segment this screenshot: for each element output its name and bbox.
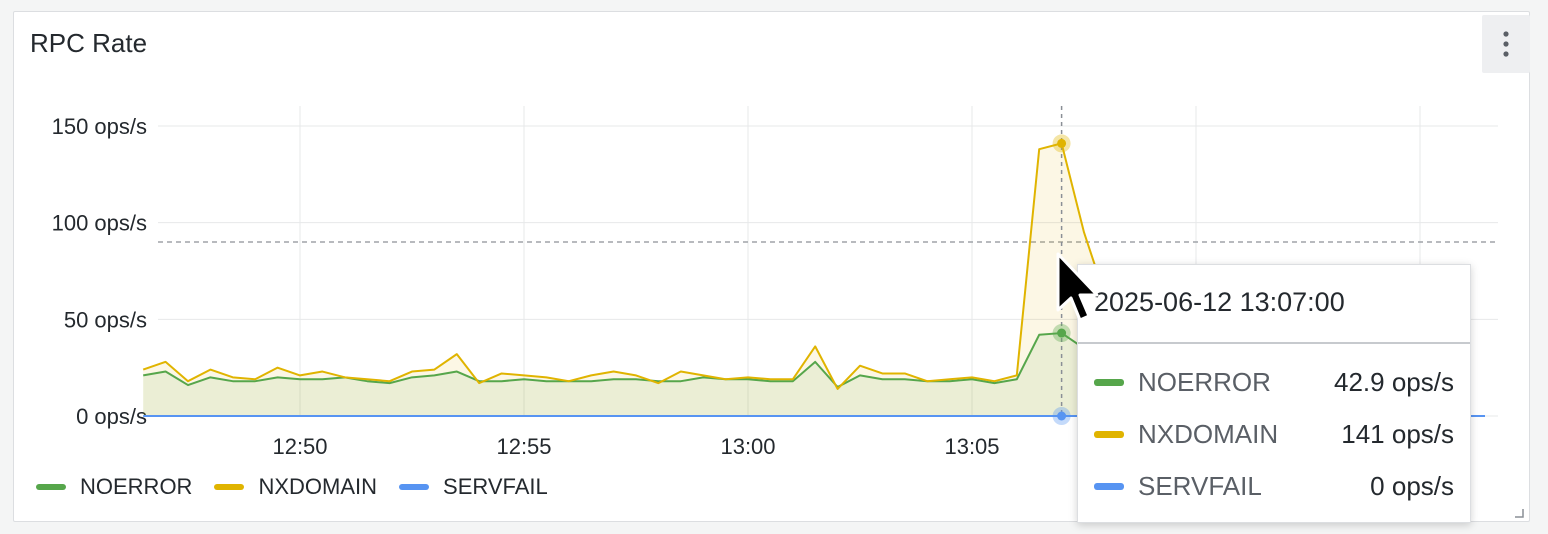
legend-swatch xyxy=(399,484,430,490)
mouse-pointer-icon xyxy=(1056,252,1099,322)
tooltip-row: NOERROR 42.9 ops/s xyxy=(1094,362,1454,402)
series-color-swatch xyxy=(1094,430,1124,438)
tooltip-row: SERVFAIL 0 ops/s xyxy=(1094,466,1454,506)
chart-legend: NOERROR NXDOMAIN SERVFAIL xyxy=(36,474,552,500)
hover-point xyxy=(1057,411,1067,421)
tooltip-series-value: 141 ops/s xyxy=(1341,418,1454,449)
tooltip-series-value: 42.9 ops/s xyxy=(1334,366,1454,397)
panel-title: RPC Rate xyxy=(30,28,148,58)
tooltip-series-name: NOERROR xyxy=(1138,366,1271,397)
tooltip-row: NXDOMAIN 141 ops/s xyxy=(1094,414,1454,454)
tooltip-divider xyxy=(1078,342,1470,344)
y-tick-label: 150 ops/s xyxy=(52,114,147,139)
legend-item[interactable]: NOERROR xyxy=(36,474,192,500)
series-color-swatch xyxy=(1094,482,1124,490)
hover-point xyxy=(1057,138,1067,148)
y-tick-label: 100 ops/s xyxy=(52,211,147,236)
series-line xyxy=(143,332,1107,388)
x-tick-label: 13:00 xyxy=(720,434,775,459)
series-color-swatch xyxy=(1094,378,1124,386)
x-tick-label: 12:50 xyxy=(272,434,327,459)
series-area xyxy=(143,333,1107,416)
tooltip-series-value: 0 ops/s xyxy=(1370,470,1454,501)
y-tick-label: 0 ops/s xyxy=(76,404,147,429)
legend-label: SERVFAIL xyxy=(443,474,548,499)
tooltip-series-name: SERVFAIL xyxy=(1138,470,1262,501)
tooltip-time: 2025-06-12 13:07:00 xyxy=(1094,287,1345,317)
resize-handle-icon[interactable] xyxy=(1514,508,1524,518)
legend-item[interactable]: NXDOMAIN xyxy=(214,474,377,500)
tooltip-series-name: NXDOMAIN xyxy=(1138,418,1279,449)
series-area xyxy=(143,143,1107,416)
y-tick-label: 50 ops/s xyxy=(64,307,147,332)
legend-swatch xyxy=(214,484,245,490)
hover-point xyxy=(1057,328,1067,338)
x-tick-label: 13:05 xyxy=(944,434,999,459)
hover-tooltip: 2025-06-12 13:07:00 NOERROR 42.9 ops/s N… xyxy=(1077,264,1471,523)
x-tick-label: 12:55 xyxy=(496,434,551,459)
series-line xyxy=(142,142,1108,390)
panel-menu-button[interactable] xyxy=(1482,15,1530,73)
legend-item[interactable]: SERVFAIL xyxy=(399,474,548,500)
vertical-dots-icon xyxy=(1503,31,1509,57)
legend-label: NOERROR xyxy=(80,474,193,499)
legend-swatch xyxy=(36,484,66,490)
legend-label: NXDOMAIN xyxy=(258,474,378,499)
